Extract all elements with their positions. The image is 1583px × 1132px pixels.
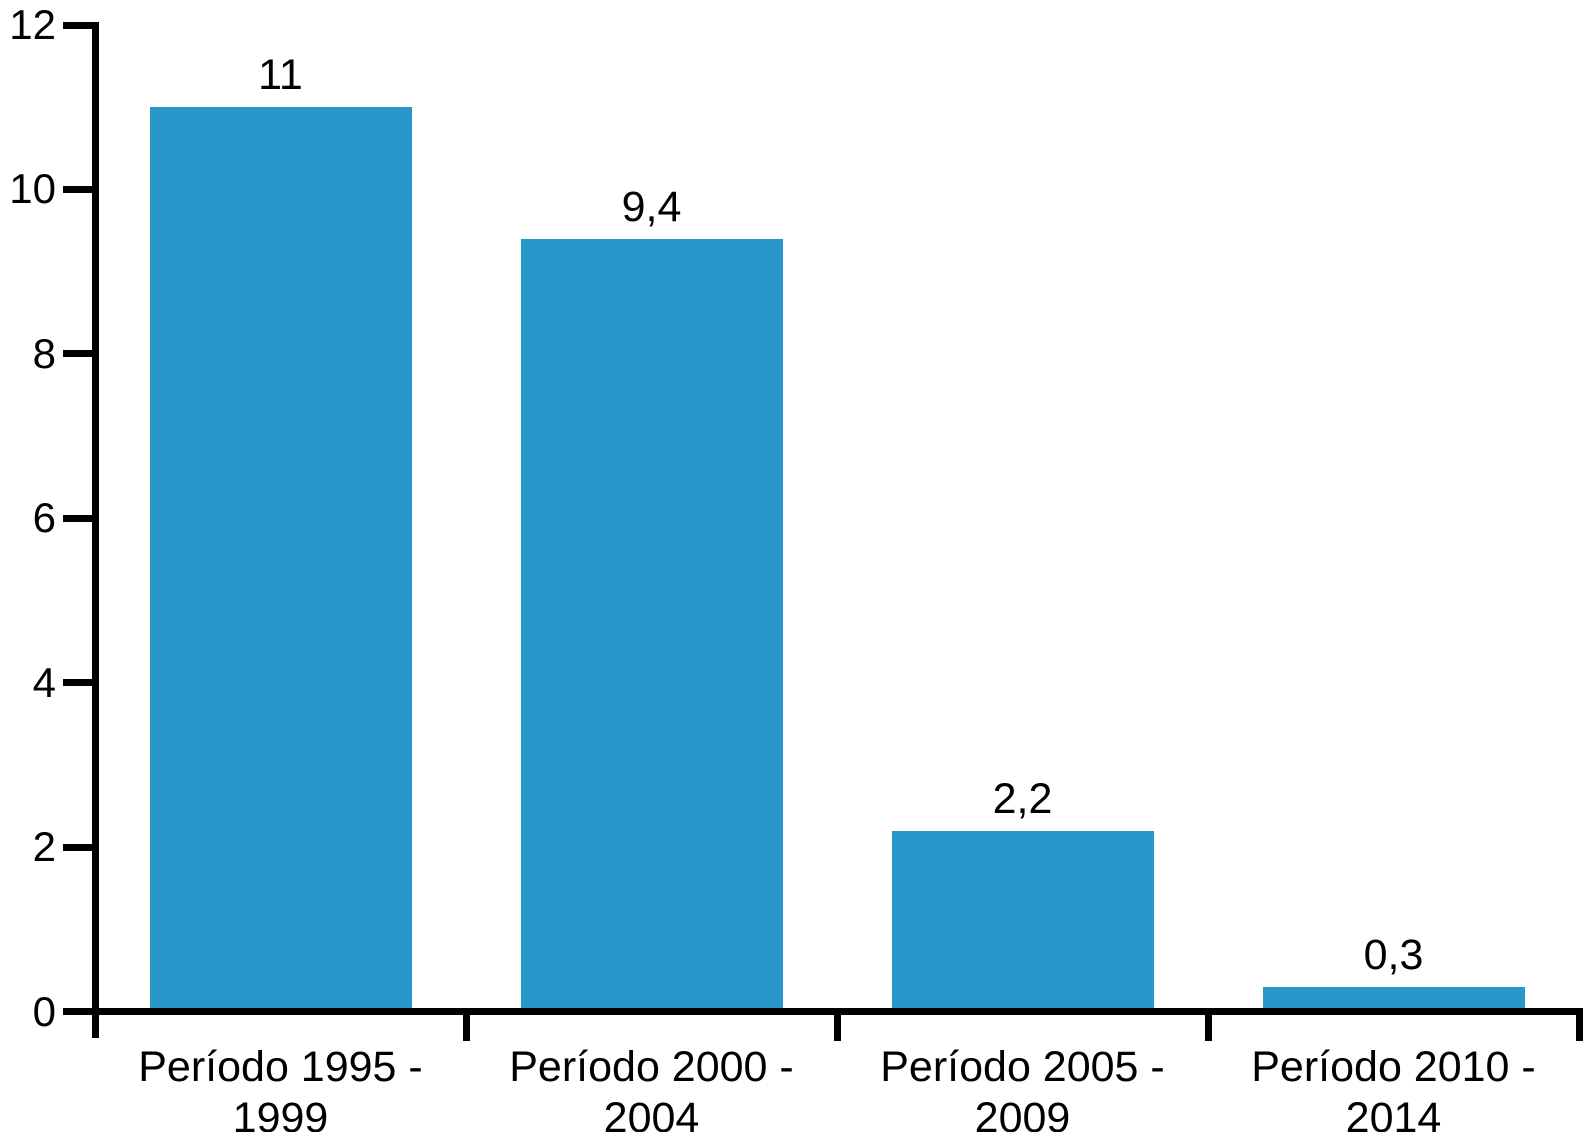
y-tick-label: 10 <box>9 165 56 213</box>
y-axis-tick <box>63 21 95 29</box>
y-axis-tick <box>63 185 95 193</box>
x-axis-tick <box>462 1011 470 1041</box>
y-axis-tick <box>63 1008 95 1015</box>
x-axis-tick <box>1575 1011 1583 1041</box>
category-label: Período 2010 - 2014 <box>1251 1043 1536 1132</box>
y-axis-tick <box>63 679 95 687</box>
bar <box>520 238 783 1008</box>
y-tick-label: 2 <box>32 823 56 871</box>
y-tick-label: 4 <box>32 658 56 706</box>
bar <box>891 830 1154 1008</box>
bar <box>149 107 412 1008</box>
y-axis-tick <box>63 514 95 522</box>
category-label: Período 2005 - 2009 <box>880 1043 1165 1132</box>
bar-value-label: 2,2 <box>992 774 1053 823</box>
category-label: Período 1995 - 1999 <box>138 1043 423 1132</box>
y-tick-label: 8 <box>32 329 56 377</box>
bar-value-label: 9,4 <box>621 182 682 231</box>
x-axis-tick <box>1204 1011 1212 1041</box>
bar <box>1262 986 1525 1008</box>
y-axis-tick <box>63 350 95 358</box>
bar-value-label: 0,3 <box>1363 930 1424 979</box>
category-label: Período 2000 - 2004 <box>509 1043 794 1132</box>
y-tick-label: 0 <box>32 987 56 1035</box>
bar-value-label: 11 <box>258 51 303 100</box>
x-axis-tick <box>833 1011 841 1041</box>
y-axis-tick <box>63 843 95 851</box>
y-tick-label: 6 <box>32 494 56 542</box>
y-tick-label: 12 <box>9 1 56 48</box>
y-axis-line <box>91 21 99 1038</box>
